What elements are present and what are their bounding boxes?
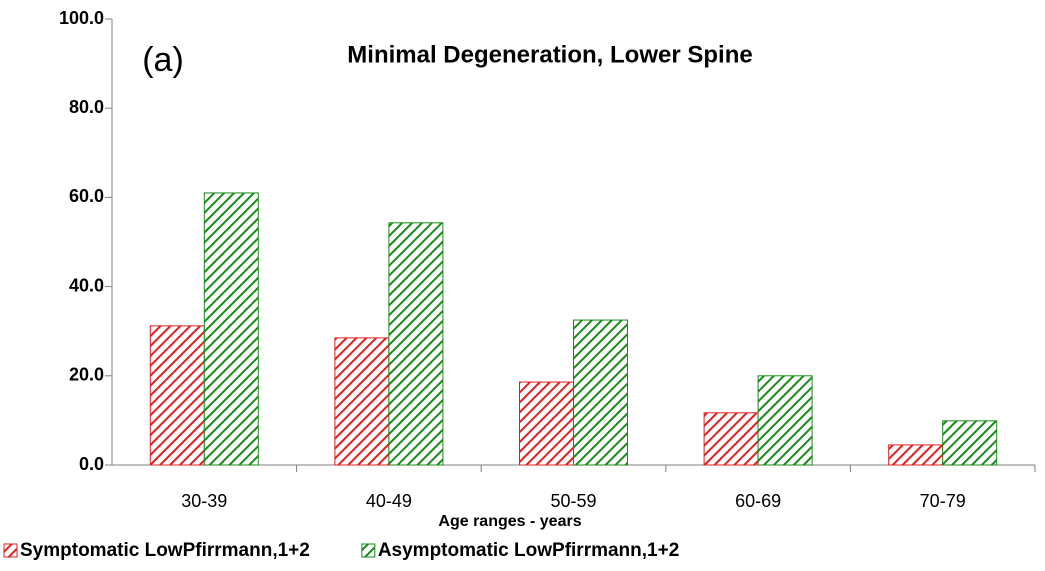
bar — [388, 222, 444, 466]
bar — [942, 420, 998, 466]
chart-title: Minimal Degeneration, Lower Spine — [347, 41, 752, 68]
y-tick-label: 0.0 — [79, 454, 104, 474]
bar — [334, 337, 390, 466]
x-tick-label: 60-69 — [735, 491, 781, 511]
x-tick-label: 30-39 — [181, 491, 227, 511]
y-tick-label: 100.0 — [59, 8, 104, 28]
bar — [888, 444, 944, 466]
legend-swatch — [3, 543, 18, 558]
x-tick-label: 50-59 — [550, 491, 596, 511]
y-tick-label: 60.0 — [69, 186, 104, 206]
legend-swatch — [361, 543, 376, 558]
bar — [703, 412, 759, 466]
legend-label: Asymptomatic LowPfirrmann,1+2 — [378, 540, 679, 561]
annotation: (a) — [142, 41, 184, 79]
x-tick-label: 70-79 — [920, 491, 966, 511]
bar — [573, 319, 628, 466]
legend-label: Symptomatic LowPfirrmann,1+2 — [20, 540, 310, 561]
bar — [757, 375, 813, 466]
y-tick-label: 80.0 — [69, 97, 104, 117]
x-tick-label: 40-49 — [366, 491, 412, 511]
bar — [149, 325, 205, 466]
y-tick-label: 40.0 — [69, 275, 104, 295]
bar — [519, 381, 574, 466]
x-axis-label: Age ranges - years — [438, 513, 581, 530]
y-tick-label: 20.0 — [69, 365, 104, 385]
bar — [203, 192, 259, 466]
